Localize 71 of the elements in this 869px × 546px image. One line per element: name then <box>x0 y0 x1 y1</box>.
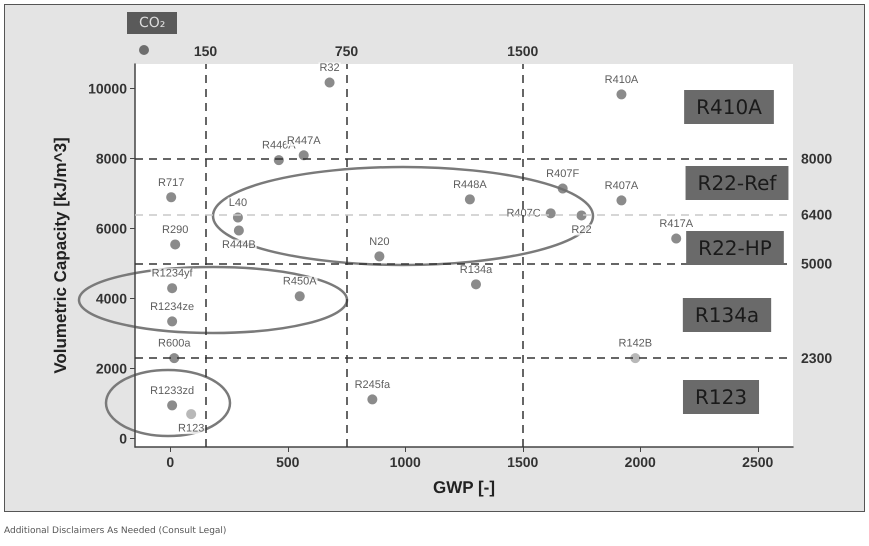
point <box>464 194 475 204</box>
x-tick-label: 1500 <box>507 454 539 470</box>
point <box>186 409 196 420</box>
point <box>234 225 244 236</box>
series-label: R600a <box>158 338 192 350</box>
x-axis-title: GWP [-] <box>432 478 496 497</box>
point <box>470 279 481 290</box>
ref-line-label: 5000 <box>801 255 832 272</box>
series-label: R450A <box>282 276 318 288</box>
series-label: R1233zd <box>150 384 194 397</box>
ref-line-label: 1500 <box>507 43 539 59</box>
point <box>630 353 640 364</box>
y-tick-label: 0 <box>119 430 128 446</box>
annotation: R22-Ref <box>698 171 778 195</box>
point <box>298 150 309 160</box>
point <box>170 239 180 250</box>
series-label: R245fa <box>354 378 391 391</box>
y-tick-label: 10000 <box>88 80 128 96</box>
series-label: R134a <box>460 264 494 276</box>
series-label: R142B <box>618 338 652 350</box>
series-label: R407A <box>604 180 639 192</box>
series-label: R410A <box>604 74 639 86</box>
point <box>576 210 586 220</box>
point <box>367 394 378 404</box>
series-label: R123 <box>178 422 204 435</box>
series-label: R717 <box>158 176 184 189</box>
annotation: R22-HP <box>698 236 772 260</box>
x-tick-label: 2500 <box>742 454 774 470</box>
series-label: R448A <box>453 178 488 191</box>
series-label: R417A <box>659 218 694 230</box>
series-label: L40 <box>228 197 248 210</box>
point <box>616 195 626 206</box>
series-label: R32 <box>319 62 340 74</box>
point <box>169 353 180 364</box>
x-tick-label: 500 <box>276 454 300 470</box>
annotation: R410A <box>696 95 762 119</box>
y-tick-label: 8000 <box>96 150 128 166</box>
y-axis-title: Volumetric Capacity [kJ/m^3] <box>51 137 70 374</box>
ref-line-label: 2300 <box>801 350 832 366</box>
x-tick-label: 2000 <box>624 454 656 470</box>
series-label: N20 <box>369 236 390 248</box>
x-tick-label: 1000 <box>390 454 422 470</box>
point <box>671 234 682 244</box>
x-tick-label: 0 <box>166 454 174 470</box>
series-label: R407F <box>546 168 580 180</box>
point <box>374 251 384 262</box>
point <box>324 78 335 88</box>
point <box>167 400 178 410</box>
series-label: R444B <box>222 238 256 251</box>
series-label: R1234ze <box>150 300 194 313</box>
point <box>616 89 626 100</box>
series-label: R290 <box>162 224 188 236</box>
point <box>167 316 178 326</box>
annotation: R123 <box>694 385 748 409</box>
text: Additional Disclaimers As Needed (Consult Legal) <box>4 526 226 536</box>
point <box>546 208 556 218</box>
annotation: R134a <box>694 303 760 327</box>
point <box>166 192 176 202</box>
y-tick-label: 6000 <box>96 220 128 236</box>
ref-line-label: 750 <box>334 43 358 59</box>
series-label: R22 <box>571 224 592 236</box>
point <box>558 184 568 194</box>
point <box>167 283 178 294</box>
series-label: R1234yf <box>152 268 194 280</box>
point <box>294 291 305 302</box>
y-tick-label: 4000 <box>96 290 128 306</box>
ref-line-label: 8000 <box>801 150 832 166</box>
ref-line-label: 150 <box>194 43 218 59</box>
ref-line-label: 6400 <box>801 206 832 222</box>
y-tick-label: 2000 <box>96 360 128 376</box>
text: CO₂ <box>127 12 178 34</box>
